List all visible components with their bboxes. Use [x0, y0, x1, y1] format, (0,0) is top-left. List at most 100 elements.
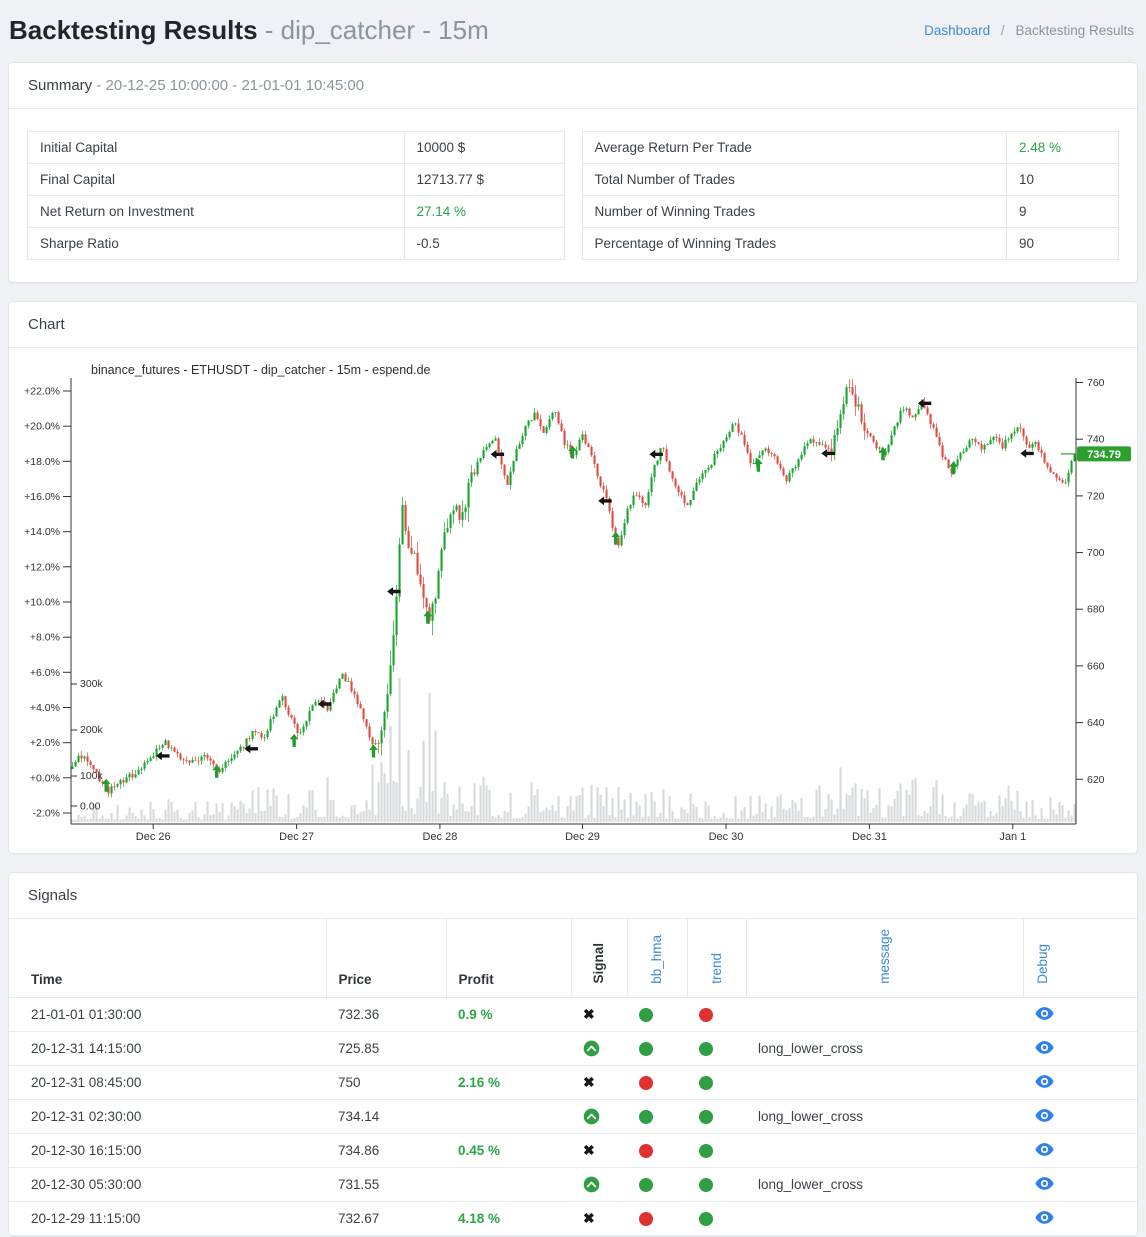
signal-type-cell: [571, 1031, 627, 1066]
debug-eye-icon[interactable]: [1035, 1074, 1054, 1091]
svg-text:+10.0%: +10.0%: [24, 597, 60, 609]
svg-text:Dec 31: Dec 31: [852, 831, 887, 843]
breadcrumb: Dashboard / Backtesting Results: [924, 23, 1134, 38]
signal-profit: [446, 1031, 571, 1066]
signal-time: 20-12-30 16:15:00: [9, 1133, 326, 1168]
summary-row: Initial Capital 10000 $: [27, 131, 565, 164]
exit-markers: [156, 398, 1034, 761]
trend-cell: [687, 1167, 746, 1202]
signal-time: 20-12-31 08:45:00: [9, 1065, 326, 1100]
column-header-bb-hma[interactable]: bb_hma: [626, 919, 688, 998]
close-signal-icon: ✖: [583, 1141, 595, 1158]
debug-cell: [1023, 1167, 1137, 1202]
signal-type-cell: ✖: [571, 1201, 627, 1236]
debug-cell: [1023, 997, 1137, 1032]
svg-text:Dec 27: Dec 27: [279, 831, 314, 843]
summary-row: Number of Winning Trades 9: [581, 195, 1119, 228]
svg-text:300k: 300k: [80, 678, 104, 690]
chart-axes: -2.0% +0.0% +2.0% +4.0% +6.0% +8.0% +10.0% +12.…: [24, 363, 1105, 843]
debug-cell: [1023, 1201, 1137, 1236]
chart-plot-title: binance_futures - ETHUSDT - dip_catcher …: [91, 363, 431, 377]
signal-profit: 0.9 %: [446, 997, 571, 1032]
svg-text:660: 660: [1087, 660, 1105, 672]
debug-eye-icon[interactable]: [1035, 1142, 1054, 1159]
summary-table-left: Initial Capital 10000 $ Final Capital 12713…: [27, 131, 565, 260]
summary-row: Net Return on Investment 27.14 %: [27, 195, 565, 228]
last-price-tag: 734.79: [1061, 446, 1131, 462]
summary-metric-value: 9: [1006, 195, 1119, 228]
page-title-main: Backtesting Results: [9, 15, 258, 45]
summary-metric-label: Initial Capital: [27, 131, 405, 164]
signal-message: [746, 1065, 1023, 1100]
summary-table-right: Average Return Per Trade 2.48 % Total Numb…: [581, 131, 1119, 260]
entry-markers: [101, 445, 958, 792]
svg-text:Dec 26: Dec 26: [136, 831, 171, 843]
signal-time: 20-12-31 14:15:00: [9, 1031, 326, 1066]
red-indicator-dot: [639, 1144, 653, 1158]
green-indicator-dot: [639, 1008, 653, 1022]
signal-profit: [446, 1099, 571, 1134]
svg-text:Dec 28: Dec 28: [422, 831, 457, 843]
column-header-trend[interactable]: trend: [686, 919, 747, 998]
summary-metric-value: 10000 $: [403, 131, 565, 164]
debug-eye-icon[interactable]: [1035, 1040, 1054, 1057]
summary-metric-label: Sharpe Ratio: [27, 227, 405, 260]
svg-text:100k: 100k: [80, 770, 104, 782]
summary-row: Sharpe Ratio -0.5: [27, 227, 565, 260]
summary-metric-value: 10: [1006, 163, 1119, 196]
svg-text:Jan 1: Jan 1: [999, 831, 1026, 843]
close-signal-icon: ✖: [583, 1005, 595, 1022]
summary-metric-label: Final Capital: [27, 163, 405, 196]
debug-eye-icon[interactable]: [1035, 1176, 1054, 1193]
green-indicator-dot: [699, 1212, 713, 1226]
bb-hma-cell: [627, 1133, 687, 1168]
debug-eye-icon[interactable]: [1035, 1006, 1054, 1023]
svg-text:680: 680: [1087, 604, 1105, 616]
signal-row: 20-12-31 14:15:00 725.85 long_lower_cross: [9, 1031, 1137, 1066]
svg-text:-2.0%: -2.0%: [33, 808, 60, 820]
candles: [71, 378, 1076, 798]
open-signal-icon: [583, 1176, 600, 1193]
summary-card-header: Summary - 20-12-25 10:00:00 - 21-01-01 1…: [9, 63, 1137, 109]
column-header-price: Price: [325, 919, 447, 998]
bb-hma-cell: [627, 1065, 687, 1100]
debug-cell: [1023, 1031, 1137, 1066]
summary-metric-value: 12713.77 $: [403, 163, 565, 196]
summary-metric-value: 27.14 %: [403, 195, 565, 228]
price-candlestick-chart[interactable]: -2.0% +0.0% +2.0% +4.0% +6.0% +8.0% +10.0% +12.…: [11, 354, 1133, 846]
trend-cell: [687, 1065, 746, 1100]
svg-text:0.00: 0.00: [80, 801, 101, 813]
signals-card-header: Signals: [9, 873, 1137, 919]
page-title-subtitle: - dip_catcher - 15m: [264, 15, 489, 45]
summary-card-body: Initial Capital 10000 $ Final Capital 12713…: [9, 109, 1137, 282]
signal-profit: 4.18 %: [446, 1201, 571, 1236]
summary-row: Average Return Per Trade 2.48 %: [581, 131, 1119, 164]
signal-profit: 2.16 %: [446, 1065, 571, 1100]
svg-text:+14.0%: +14.0%: [24, 526, 60, 538]
signals-card: Signals Time Price Profit Signal bb_hma …: [8, 872, 1138, 1237]
summary-title: Summary: [28, 77, 93, 94]
signal-time: 21-01-01 01:30:00: [9, 997, 326, 1032]
signal-type-cell: ✖: [571, 997, 627, 1032]
bb-hma-cell: [627, 1031, 687, 1066]
trend-cell: [687, 1099, 746, 1134]
trend-cell: [687, 997, 746, 1032]
svg-text:Dec 29: Dec 29: [565, 831, 600, 843]
trend-cell: [687, 1031, 746, 1066]
bb-hma-cell: [627, 1167, 687, 1202]
close-signal-icon: ✖: [583, 1073, 595, 1090]
signal-message: [746, 1201, 1023, 1236]
signal-price: 734.14: [326, 1099, 446, 1134]
red-indicator-dot: [639, 1076, 653, 1090]
summary-metric-label: Average Return Per Trade: [581, 131, 1007, 164]
column-header-message[interactable]: message: [745, 919, 1024, 998]
breadcrumb-dashboard-link[interactable]: Dashboard: [924, 23, 991, 38]
debug-eye-icon[interactable]: [1035, 1210, 1054, 1227]
column-header-debug[interactable]: Debug: [1022, 919, 1137, 998]
column-header-time: Time: [9, 919, 327, 998]
debug-eye-icon[interactable]: [1035, 1108, 1054, 1125]
close-signal-icon: ✖: [583, 1209, 595, 1226]
debug-cell: [1023, 1099, 1137, 1134]
signal-row: 20-12-31 08:45:00 750 2.16 % ✖: [9, 1065, 1137, 1100]
green-indicator-dot: [699, 1076, 713, 1090]
